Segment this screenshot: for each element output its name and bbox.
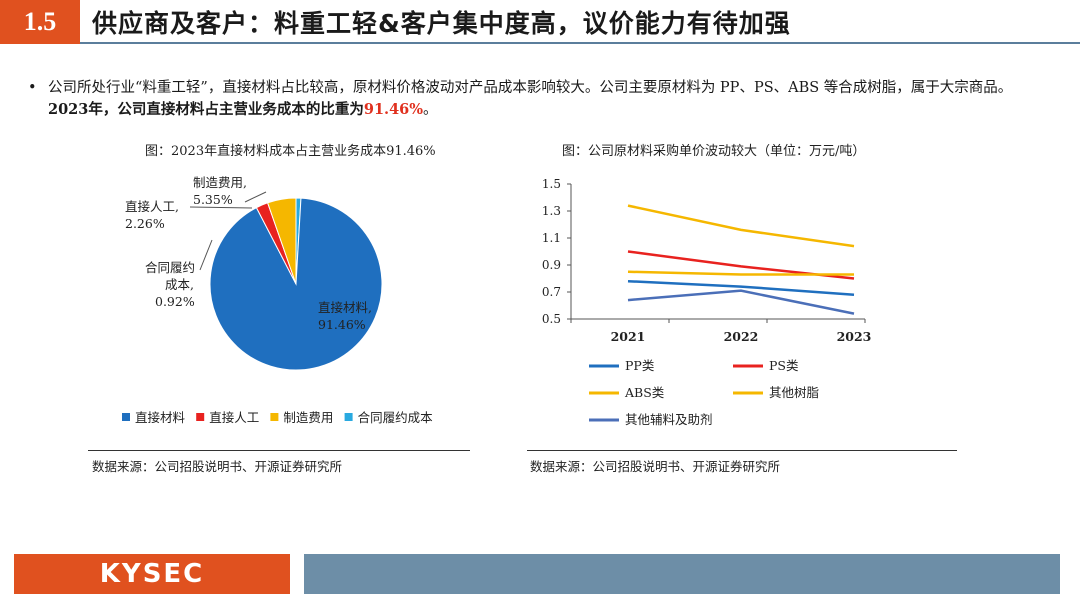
section-number: 1.5 — [0, 0, 80, 44]
page-title: 供应商及客户：料重工轻&客户集中度高，议价能力有待加强 — [92, 9, 791, 38]
pie-legend-swatch-合同履约成本 — [344, 413, 353, 421]
line-chart: 0.5 0.7 0.9 1.1 1.3 1.5 2021 2022 2023 PP类 PS类 ABS类… — [542, 177, 872, 427]
header-divider — [80, 42, 1080, 44]
left-source: 数据来源：公司招股说明书、开源证券研究所 — [92, 459, 343, 474]
pie-label-合同履约成本: 合同履约成本, 0.92% — [145, 260, 195, 309]
footer-brand-bar: KYSEC — [14, 554, 290, 594]
right-source-rule — [527, 450, 957, 451]
legend-label-其他辅料及助剂: 其他辅料及助剂 — [625, 412, 713, 427]
left-source-rule — [88, 450, 470, 451]
series-line-ABS类 — [627, 204, 855, 248]
legend-label-PS类: PS类 — [769, 358, 799, 373]
pie-label-直接材料: 直接材料, 91.46% — [318, 300, 372, 332]
pie-legend-swatch-直接人工 — [196, 413, 205, 421]
leader-line-manufacturing — [244, 191, 267, 203]
pie-slice-制造费用 — [266, 197, 297, 285]
line-caption: 图：公司原材料采购单价波动较大（单位：万元/吨） — [562, 144, 866, 159]
bullet-end: 。 — [423, 102, 438, 118]
bullet-marker: • — [28, 80, 37, 96]
y-tick-label: 0.7 — [542, 285, 561, 299]
legend-label-ABS类: ABS类 — [624, 385, 665, 400]
legend-label-PP类: PP类 — [625, 358, 655, 373]
pie-legend-swatch-制造费用 — [270, 413, 279, 421]
footer-bar — [304, 554, 1060, 594]
bullet-highlight: 91.46% — [363, 101, 424, 118]
kysec-logo: KYSEC — [99, 559, 205, 589]
x-tick-label: 2022 — [724, 329, 759, 344]
leader-line-contract — [199, 239, 213, 271]
y-tick-label: 0.9 — [542, 258, 561, 272]
series-line-其他树脂 — [627, 270, 854, 276]
pie-label-直接人工: 直接人工, 2.26% — [125, 199, 179, 231]
x-tick-label: 2023 — [837, 329, 872, 344]
y-tick-label: 1.3 — [542, 204, 561, 218]
x-tick-label: 2021 — [611, 329, 646, 344]
bullet-paragraph: • 公司所处行业“料重工轻”，直接材料占比较高，原材料价格波动对产品成本影响较大… — [28, 78, 1038, 121]
y-tick-label: 1.1 — [542, 231, 561, 245]
pie-legend-label-直接人工: 直接人工 — [209, 410, 259, 425]
legend-label-其他树脂: 其他树脂 — [769, 385, 819, 400]
pie-chart: 直接材料, 91.46% 直接人工, 2.26% 制造费用, 5.35% 合同履约成本, 0.… — [122, 175, 434, 425]
pie-label-制造费用: 制造费用, 5.35% — [193, 175, 247, 207]
leader-line-labor — [189, 206, 253, 209]
pie-legend-label-直接材料: 直接材料 — [135, 410, 186, 425]
right-source: 数据来源：公司招股说明书、开源证券研究所 — [530, 459, 781, 474]
series-line-其他辅料及助剂 — [627, 289, 855, 315]
series-line-PP类 — [627, 279, 855, 296]
bullet-emphasis: 2023年，公司直接材料占主营业务成本的比重为 — [48, 101, 364, 118]
pie-legend-label-合同履约成本: 合同履约成本 — [358, 410, 434, 425]
y-tick-label: 1.5 — [542, 177, 561, 191]
pie-legend-swatch-直接材料 — [122, 413, 130, 421]
y-tick-label: 0.5 — [542, 312, 561, 326]
pie-legend-label-制造费用: 制造费用 — [283, 410, 333, 425]
pie-caption: 图：2023年直接材料成本占主营业务成本91.46% — [145, 144, 436, 159]
bullet-text: 公司所处行业“料重工轻”，直接材料占比较高，原材料价格波动对产品成本影响较大。公… — [48, 80, 1013, 96]
